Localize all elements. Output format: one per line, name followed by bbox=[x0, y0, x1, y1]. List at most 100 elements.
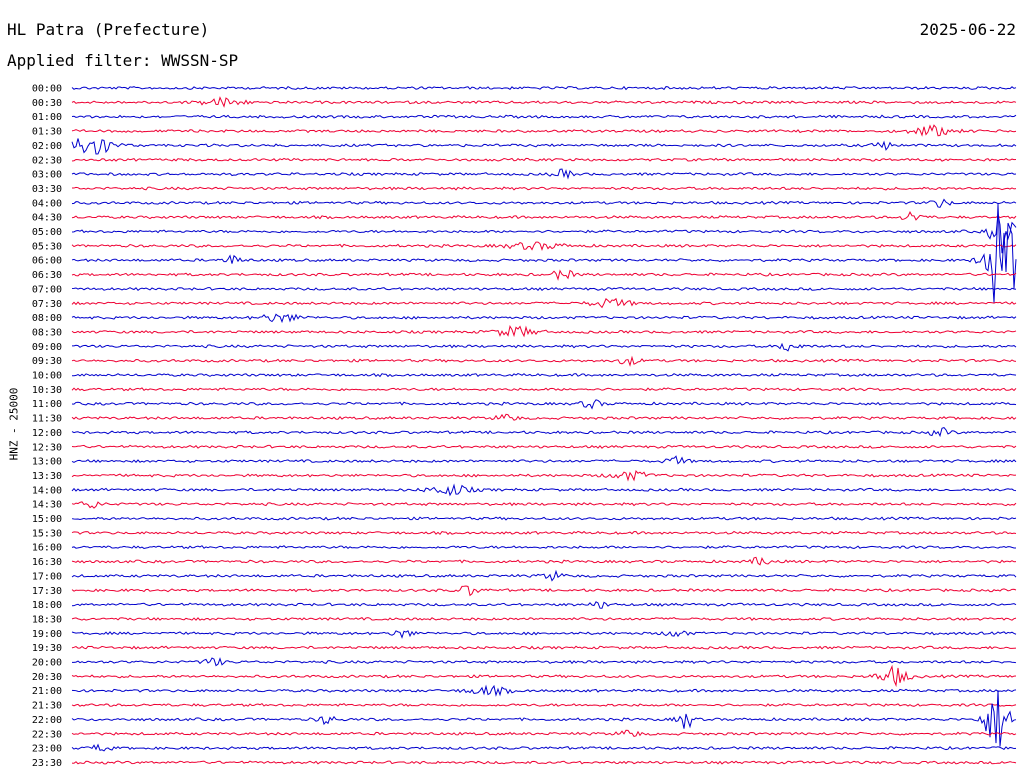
trace-row bbox=[71, 114, 1017, 119]
trace-row bbox=[71, 684, 1017, 697]
trace-row bbox=[71, 645, 1017, 650]
filter-label: Applied filter: WWSSN-SP bbox=[7, 51, 239, 70]
row-time-label: 11:00 bbox=[32, 399, 62, 410]
trace-row bbox=[71, 569, 1017, 582]
row-time-label: 17:30 bbox=[32, 586, 62, 597]
trace-row bbox=[71, 269, 1017, 281]
row-time-label: 00:00 bbox=[32, 84, 62, 95]
row-time-label: 16:00 bbox=[32, 543, 62, 554]
row-time-label: 10:30 bbox=[32, 385, 62, 396]
trace-row bbox=[71, 286, 1017, 292]
trace-row bbox=[71, 743, 1017, 752]
trace-row bbox=[71, 501, 1017, 509]
trace-row bbox=[71, 729, 1017, 738]
trace-row bbox=[71, 690, 1017, 747]
row-time-label: 20:00 bbox=[32, 658, 62, 669]
row-time-label: 19:00 bbox=[32, 629, 62, 640]
row-time-label: 05:30 bbox=[32, 241, 62, 252]
row-time-label: 12:30 bbox=[32, 442, 62, 453]
row-time-label: 21:30 bbox=[32, 701, 62, 712]
row-time-label: 14:00 bbox=[32, 485, 62, 496]
trace-row bbox=[71, 168, 1017, 180]
trace-row bbox=[71, 483, 1017, 497]
row-time-label: 01:00 bbox=[32, 112, 62, 123]
row-time-label: 03:00 bbox=[32, 170, 62, 181]
trace-row bbox=[71, 444, 1017, 449]
trace-row bbox=[71, 585, 1017, 597]
row-time-label: 11:30 bbox=[32, 414, 62, 425]
trace-row bbox=[71, 601, 1017, 609]
row-time-label: 07:00 bbox=[32, 284, 62, 295]
row-time-label: 23:00 bbox=[32, 744, 62, 755]
trace-row bbox=[71, 413, 1017, 421]
trace-row bbox=[71, 426, 1017, 438]
trace-row bbox=[71, 124, 1017, 137]
trace-row bbox=[71, 297, 1017, 309]
trace-row bbox=[71, 455, 1017, 465]
trace-row bbox=[71, 342, 1017, 352]
row-time-label: 23:30 bbox=[32, 758, 62, 769]
trace-row bbox=[71, 556, 1017, 566]
date-label: 2025-06-22 bbox=[919, 20, 1016, 39]
row-time-label: 22:30 bbox=[32, 729, 62, 740]
row-time-label: 18:00 bbox=[32, 600, 62, 611]
trace-row bbox=[71, 399, 1017, 410]
trace-row bbox=[71, 157, 1017, 162]
row-time-label: 13:30 bbox=[32, 471, 62, 482]
row-time-label: 15:00 bbox=[32, 514, 62, 525]
row-time-label: 02:30 bbox=[32, 155, 62, 166]
trace-row bbox=[71, 657, 1017, 667]
row-time-label: 04:30 bbox=[32, 213, 62, 224]
row-time-label: 09:00 bbox=[32, 342, 62, 353]
row-time-label: 04:00 bbox=[32, 198, 62, 209]
row-time-label: 00:30 bbox=[32, 98, 62, 109]
trace-row bbox=[71, 630, 1017, 639]
trace-row bbox=[71, 186, 1017, 191]
row-time-label: 14:30 bbox=[32, 500, 62, 511]
trace-row bbox=[71, 387, 1017, 392]
row-time-label: 12:00 bbox=[32, 428, 62, 439]
trace-row bbox=[71, 204, 1017, 303]
row-time-label: 03:30 bbox=[32, 184, 62, 195]
row-time-label: 22:00 bbox=[32, 715, 62, 726]
trace-row bbox=[71, 372, 1017, 378]
trace-row bbox=[71, 313, 1017, 324]
row-time-label: 15:30 bbox=[32, 528, 62, 539]
trace-row bbox=[71, 198, 1017, 208]
trace-row bbox=[71, 355, 1017, 367]
row-time-label: 08:30 bbox=[32, 327, 62, 338]
row-time-label: 06:00 bbox=[32, 256, 62, 267]
trace-row bbox=[71, 516, 1017, 521]
trace-row bbox=[71, 96, 1017, 108]
row-time-label: 10:00 bbox=[32, 371, 62, 382]
trace-row bbox=[71, 702, 1017, 707]
row-time-label: 09:30 bbox=[32, 356, 62, 367]
station-title: HL Patra (Prefecture) bbox=[7, 20, 210, 39]
row-time-label: 18:30 bbox=[32, 614, 62, 625]
row-time-label: 20:30 bbox=[32, 672, 62, 683]
trace-row bbox=[71, 325, 1017, 338]
trace-row bbox=[71, 469, 1017, 482]
row-time-label: 19:30 bbox=[32, 643, 62, 654]
row-time-label: 17:00 bbox=[32, 571, 62, 582]
row-time-label: 13:00 bbox=[32, 457, 62, 468]
trace-row bbox=[71, 530, 1017, 536]
trace-row bbox=[71, 760, 1017, 765]
row-time-label: 02:00 bbox=[32, 141, 62, 152]
trace-row bbox=[71, 85, 1017, 91]
row-time-label: 05:00 bbox=[32, 227, 62, 238]
row-time-label: 06:30 bbox=[32, 270, 62, 281]
trace-row bbox=[71, 664, 1017, 688]
row-time-label: 21:00 bbox=[32, 686, 62, 697]
trace-row bbox=[71, 545, 1017, 550]
trace-row bbox=[71, 214, 1017, 254]
trace-row bbox=[71, 241, 1017, 251]
row-time-label: 16:30 bbox=[32, 557, 62, 568]
trace-row bbox=[71, 138, 1017, 155]
row-time-label: 08:00 bbox=[32, 313, 62, 324]
row-time-label: 01:30 bbox=[32, 127, 62, 138]
row-time-label: 07:30 bbox=[32, 299, 62, 310]
trace-row bbox=[71, 616, 1017, 621]
trace-row bbox=[71, 211, 1017, 221]
